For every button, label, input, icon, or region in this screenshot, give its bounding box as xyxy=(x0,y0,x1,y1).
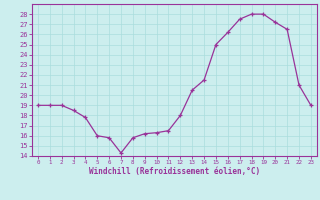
X-axis label: Windchill (Refroidissement éolien,°C): Windchill (Refroidissement éolien,°C) xyxy=(89,167,260,176)
